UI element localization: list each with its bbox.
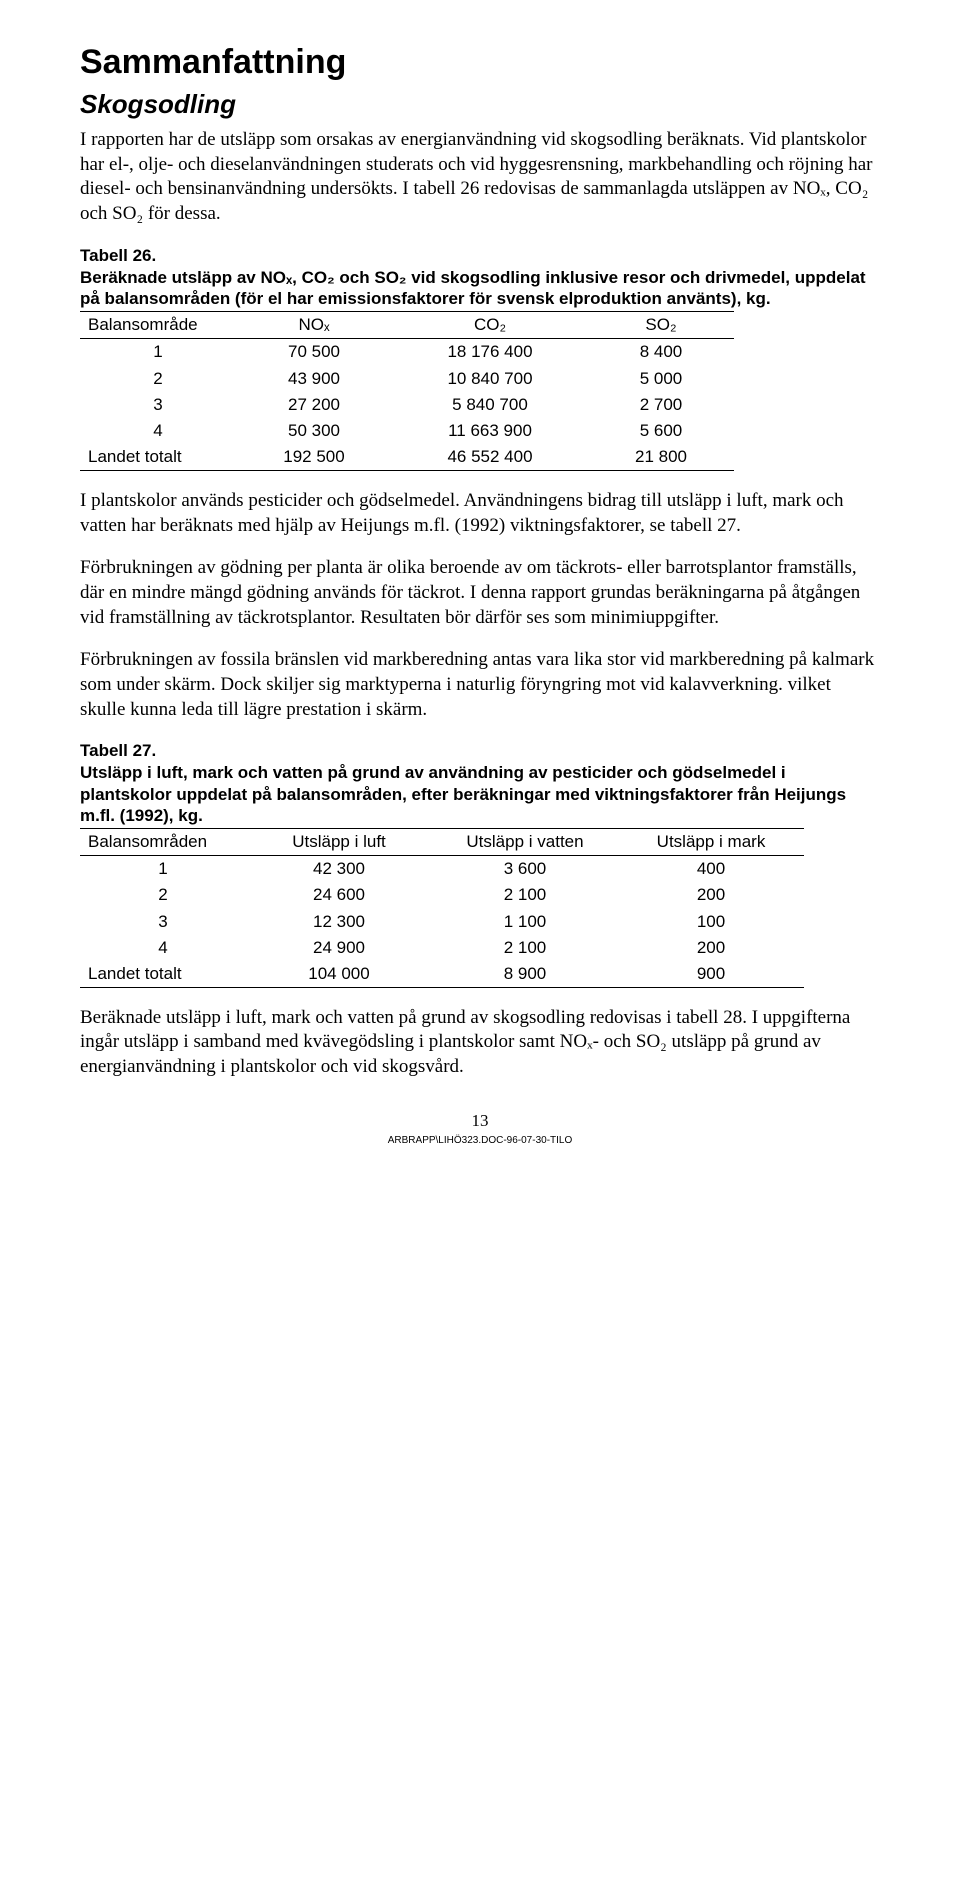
table27-col-1: Utsläpp i luft [246,829,432,856]
table26-col-3: SO₂ [588,312,734,339]
table27-col-2: Utsläpp i vatten [432,829,618,856]
page-subheading: Skogsodling [80,88,880,122]
doc-id: ARBRAPP\LIHÖ323.DOC-96-07-30-TILO [80,1134,880,1147]
table27-subcaption: Utsläpp i luft, mark och vatten på grund… [80,762,880,826]
table26: Balansområde NOₓ CO₂ SO₂ 1 70 500 18 176… [80,311,734,471]
paragraph-3: Förbrukningen av gödning per planta är o… [80,556,880,630]
table26-subcaption: Beräknade utsläpp av NOₓ, CO₂ och SO₂ vi… [80,267,880,310]
page-number: 13 [80,1110,880,1132]
table26-col-2: CO₂ [392,312,588,339]
table-row: 4 50 300 11 663 900 5 600 [80,418,734,444]
table-row: Landet totalt 192 500 46 552 400 21 800 [80,444,734,471]
table-row: 3 27 200 5 840 700 2 700 [80,392,734,418]
table27-title: Tabell 27. [80,740,880,762]
paragraph-5: Beräknade utsläpp i luft, mark och vatte… [80,1006,880,1080]
table27-col-0: Balansområden [80,829,246,856]
table27-col-3: Utsläpp i mark [618,829,804,856]
table26-title: Tabell 26. [80,245,880,267]
table-row: 1 42 300 3 600 400 [80,856,804,883]
page-heading: Sammanfattning [80,40,880,84]
paragraph-4: Förbrukningen av fossila bränslen vid ma… [80,648,880,722]
table-row: 1 70 500 18 176 400 8 400 [80,339,734,366]
table26-col-0: Balansområde [80,312,236,339]
table-row: 3 12 300 1 100 100 [80,909,804,935]
paragraph-2: I plantskolor används pesticider och göd… [80,489,880,538]
table27: Balansområden Utsläpp i luft Utsläpp i v… [80,828,804,988]
table-row: 4 24 900 2 100 200 [80,935,804,961]
table26-col-1: NOₓ [236,312,392,339]
table-row: 2 24 600 2 100 200 [80,882,804,908]
paragraph-1: I rapporten har de utsläpp som orsakas a… [80,128,880,227]
table-row: 2 43 900 10 840 700 5 000 [80,366,734,392]
table-row: Landet totalt 104 000 8 900 900 [80,961,804,988]
